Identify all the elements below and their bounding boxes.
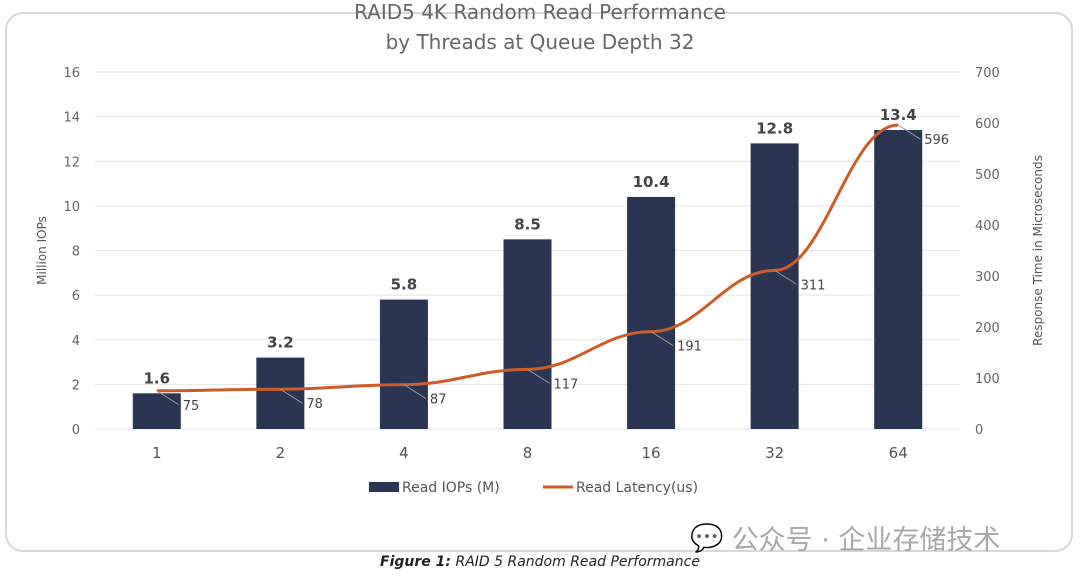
y2-tick-label: 700 bbox=[975, 66, 1000, 81]
bar-data-label: 1.6 bbox=[143, 369, 170, 387]
chart-subtitle: by Threads at Queue Depth 32 bbox=[386, 30, 695, 54]
y-axis-label: Million IOPs bbox=[35, 216, 49, 285]
bar-data-label: 5.8 bbox=[391, 276, 418, 294]
bar bbox=[503, 239, 552, 429]
y-tick-label: 10 bbox=[63, 200, 80, 215]
y2-tick-label: 400 bbox=[975, 219, 1000, 234]
leader-line bbox=[403, 384, 427, 400]
bar-data-label: 3.2 bbox=[267, 334, 294, 352]
y2-axis-label: Response Time in Microseconds bbox=[1031, 155, 1045, 346]
x-tick-label: 1 bbox=[152, 444, 162, 462]
y2-tick-label: 600 bbox=[975, 117, 1000, 132]
legend-label-latency: Read Latency(us) bbox=[576, 480, 698, 496]
leader-line bbox=[527, 368, 550, 384]
y2-tick-label: 100 bbox=[975, 372, 1000, 387]
bar bbox=[874, 130, 923, 429]
leader-line bbox=[897, 124, 921, 140]
caption-text: RAID 5 Random Read Performance bbox=[451, 554, 700, 570]
x-tick-label: 32 bbox=[765, 444, 784, 462]
y2-tick-label: 200 bbox=[975, 321, 1000, 336]
x-tick-label: 16 bbox=[642, 444, 661, 462]
y-tick-label: 8 bbox=[72, 245, 80, 260]
line-data-label: 117 bbox=[554, 377, 579, 392]
y-tick-label: 14 bbox=[63, 111, 80, 126]
wechat-icon: 💬 bbox=[690, 522, 724, 554]
line-data-label: 191 bbox=[677, 340, 702, 355]
leader-line bbox=[774, 269, 797, 285]
bar-data-label: 10.4 bbox=[633, 173, 670, 191]
y2-tick-label: 500 bbox=[975, 168, 1000, 183]
watermark: 💬 公众号 · 企业存储技术 bbox=[690, 518, 1000, 557]
leader-line bbox=[156, 390, 180, 406]
y-tick-label: 0 bbox=[72, 423, 80, 438]
leader-line bbox=[280, 388, 303, 404]
x-tick-label: 2 bbox=[276, 444, 286, 462]
x-tick-label: 4 bbox=[399, 444, 409, 462]
line-data-label: 87 bbox=[430, 393, 447, 408]
line-data-label: 78 bbox=[306, 397, 323, 412]
chart-panel bbox=[5, 12, 1073, 552]
y2-tick-label: 0 bbox=[975, 423, 983, 438]
caption-label: Figure 1: bbox=[380, 554, 452, 570]
legend-swatch-iops bbox=[369, 482, 399, 492]
line-data-label: 311 bbox=[801, 278, 826, 293]
y-tick-label: 16 bbox=[63, 66, 80, 81]
y-tick-label: 6 bbox=[72, 289, 80, 304]
y-tick-label: 4 bbox=[72, 334, 80, 349]
y2-tick-label: 300 bbox=[975, 270, 1000, 285]
chart-title: RAID5 4K Random Read Performance bbox=[354, 0, 726, 24]
line-data-label: 596 bbox=[924, 133, 949, 148]
legend-label-iops: Read IOPs (M) bbox=[402, 480, 500, 496]
x-tick-label: 64 bbox=[889, 444, 908, 462]
y-tick-label: 2 bbox=[72, 378, 80, 393]
y-tick-label: 12 bbox=[63, 155, 80, 170]
figure-caption: Figure 1: RAID 5 Random Read Performance bbox=[0, 554, 1080, 570]
x-tick-label: 8 bbox=[523, 444, 533, 462]
bar bbox=[256, 357, 305, 429]
bar-data-label: 8.5 bbox=[514, 215, 541, 233]
bar-data-label: 13.4 bbox=[880, 106, 917, 124]
bar bbox=[379, 299, 428, 429]
leader-line bbox=[650, 331, 674, 347]
bar bbox=[627, 196, 676, 429]
bar bbox=[750, 143, 799, 429]
line-data-label: 75 bbox=[183, 399, 200, 414]
bar bbox=[132, 393, 181, 429]
bar-data-label: 12.8 bbox=[756, 119, 793, 137]
watermark-text: 公众号 · 企业存储技术 bbox=[731, 525, 1001, 556]
